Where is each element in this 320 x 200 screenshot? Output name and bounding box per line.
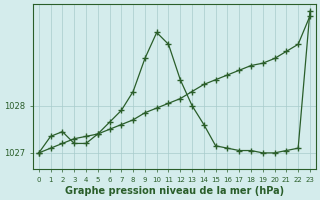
- X-axis label: Graphe pression niveau de la mer (hPa): Graphe pression niveau de la mer (hPa): [65, 186, 284, 196]
